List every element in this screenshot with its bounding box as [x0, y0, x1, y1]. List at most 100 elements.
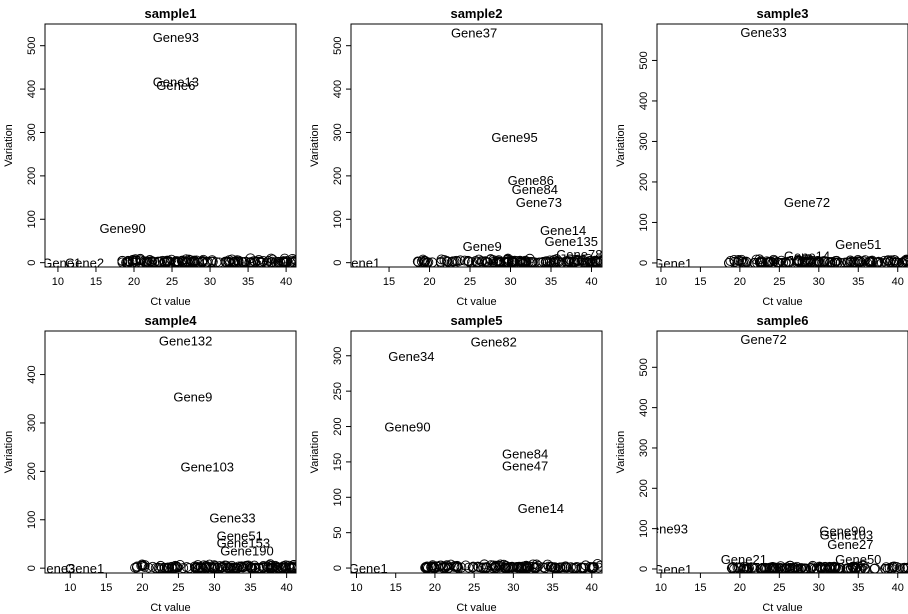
- data-point: [887, 561, 898, 572]
- data-point: [815, 562, 826, 573]
- data-point: [725, 256, 736, 266]
- y-tick-label: 100: [638, 519, 650, 537]
- data-point: [201, 257, 212, 267]
- data-point: [542, 559, 553, 570]
- gene-label: Gene9: [173, 389, 212, 404]
- data-point: [501, 560, 511, 571]
- data-point: [832, 257, 843, 267]
- data-point: [764, 563, 775, 573]
- x-tick-label: 10: [655, 582, 667, 594]
- data-point: [456, 562, 467, 573]
- data-point: [860, 255, 871, 266]
- y-axis-label: Variation: [309, 124, 321, 167]
- data-point: [888, 562, 899, 573]
- gene-label: Gene9: [463, 239, 502, 254]
- x-tick-label: 20: [429, 582, 441, 594]
- data-point: [761, 256, 772, 267]
- data-point: [207, 255, 218, 266]
- data-point: [288, 256, 296, 267]
- y-tick-label: 100: [26, 210, 38, 228]
- gene-label: Gene50: [835, 552, 881, 567]
- gene-label: Gene1: [65, 561, 104, 576]
- x-tick-label: 35: [242, 276, 254, 288]
- point-cluster: [130, 559, 296, 573]
- data-point: [201, 562, 212, 573]
- point-cluster: [726, 560, 908, 573]
- gene-label: Gene14: [540, 223, 586, 238]
- gene-label: Gene95: [491, 130, 537, 145]
- y-tick-label: 300: [26, 414, 38, 432]
- y-tick-label: 0: [332, 565, 344, 571]
- data-point: [190, 562, 201, 573]
- data-point: [211, 257, 222, 267]
- data-point: [805, 255, 816, 266]
- x-tick-label: 15: [390, 582, 402, 594]
- data-point: [744, 563, 754, 573]
- data-point: [279, 253, 290, 264]
- data-point: [770, 564, 781, 573]
- data-point: [463, 256, 474, 267]
- data-point: [534, 257, 545, 267]
- y-tick-label: 0: [638, 566, 650, 572]
- data-point: [852, 255, 863, 265]
- data-point: [894, 563, 905, 573]
- data-point: [757, 257, 768, 267]
- data-point: [831, 562, 841, 573]
- data-point: [439, 255, 450, 266]
- data-point: [188, 256, 199, 267]
- gene-label: Gene103: [820, 528, 874, 543]
- data-point: [771, 563, 782, 573]
- data-point: [240, 256, 251, 267]
- data-point: [221, 562, 232, 573]
- data-point: [768, 254, 779, 265]
- data-point: [123, 255, 134, 266]
- data-point: [776, 563, 787, 573]
- y-tick-label: 100: [638, 213, 650, 231]
- data-point: [857, 560, 868, 571]
- data-point: [452, 562, 463, 573]
- data-point: [509, 255, 520, 266]
- data-point: [835, 562, 846, 573]
- y-tick-label: 400: [638, 398, 650, 416]
- x-tick-label: 15: [383, 276, 395, 288]
- data-point: [793, 255, 804, 266]
- data-point: [452, 256, 463, 267]
- point-cluster: [117, 253, 296, 267]
- data-point: [901, 256, 908, 267]
- data-point: [468, 561, 479, 572]
- data-point: [421, 562, 432, 573]
- gene-label: Gene73: [516, 195, 562, 210]
- y-tick-label: 50: [332, 527, 344, 539]
- gene-label: Gene86: [508, 173, 554, 188]
- y-tick-label: 200: [26, 462, 38, 480]
- data-point: [569, 256, 580, 267]
- data-point: [143, 562, 154, 573]
- x-tick-label: 40: [585, 276, 597, 288]
- x-tick-label: 40: [892, 276, 904, 288]
- data-point: [792, 563, 803, 573]
- x-tick-label: 30: [204, 276, 216, 288]
- data-point: [781, 563, 792, 573]
- x-axis-label: Ct value: [762, 602, 802, 614]
- data-point: [142, 256, 153, 267]
- data-point: [588, 562, 599, 573]
- gene-label: Gene90: [819, 524, 865, 539]
- data-point: [866, 257, 877, 267]
- gene-label: Gene90: [99, 221, 145, 236]
- x-tick-label: 40: [892, 582, 904, 594]
- panel-title: sample2: [450, 6, 502, 21]
- data-point: [540, 257, 551, 267]
- data-point: [520, 257, 531, 267]
- x-tick-label: 25: [464, 276, 476, 288]
- x-tick-label: 30: [813, 582, 825, 594]
- y-axis-label: Variation: [3, 124, 15, 167]
- y-tick-label: 400: [26, 365, 38, 383]
- y-axis-label: Variation: [309, 431, 321, 474]
- data-point: [584, 561, 595, 572]
- data-point: [490, 563, 501, 573]
- data-point: [727, 563, 738, 573]
- data-point: [271, 257, 281, 267]
